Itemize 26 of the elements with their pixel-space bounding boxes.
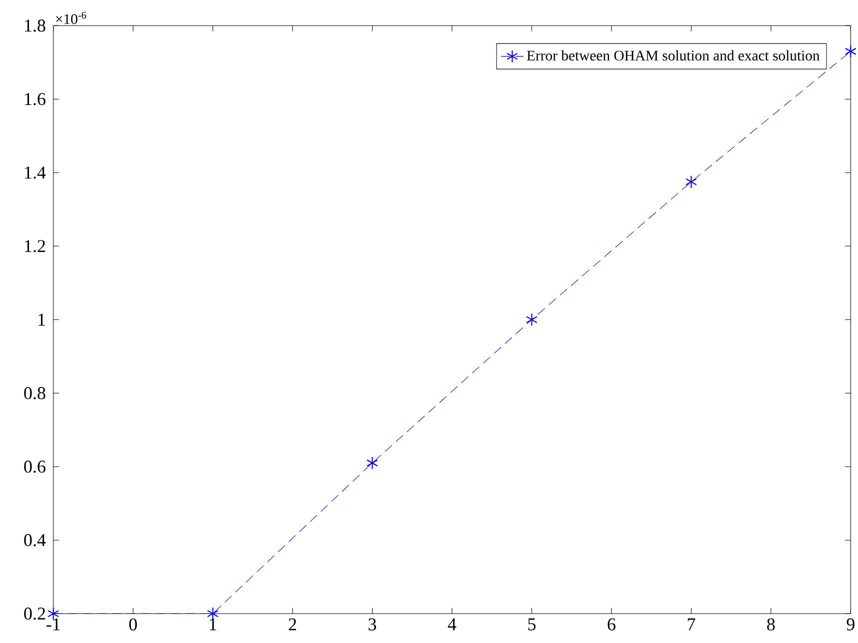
x-tick-label: 6 (608, 618, 616, 630)
x-tick-label: 1 (210, 618, 216, 630)
y-tick-label: 0.2 (24, 608, 45, 620)
y-tick-label: 1.6 (25, 93, 46, 106)
y-tick-label: 0.4 (24, 534, 46, 546)
point (366, 456, 378, 470)
legend-label: Error between OHAM solution and exact solution (526, 50, 820, 61)
y-tick-label: 1 (38, 314, 45, 326)
x-tick-label: 9 (846, 618, 854, 630)
x-tick-label: 3 (368, 618, 376, 630)
y-tick-label: 1.8 (25, 20, 46, 32)
point (844, 44, 856, 58)
x-tick-label: 4 (448, 618, 456, 630)
x-tick-label: 5 (528, 618, 536, 630)
point (526, 313, 538, 326)
point (685, 175, 697, 188)
text: ×10$^{-6}$ (56, 12, 86, 24)
x-tick-label: 0 (129, 618, 137, 630)
x-tick-label: 8 (767, 618, 775, 630)
y-tick-label: 1.2 (25, 240, 45, 252)
x-tick-label: 7 (688, 618, 696, 630)
y-tick-label: 0.6 (24, 460, 46, 473)
x-tick-label: 2 (288, 618, 296, 630)
y-tick-label: 1.4 (25, 166, 46, 179)
x-tick-label: -1 (46, 618, 60, 630)
y-tick-label: 0.8 (24, 387, 46, 400)
